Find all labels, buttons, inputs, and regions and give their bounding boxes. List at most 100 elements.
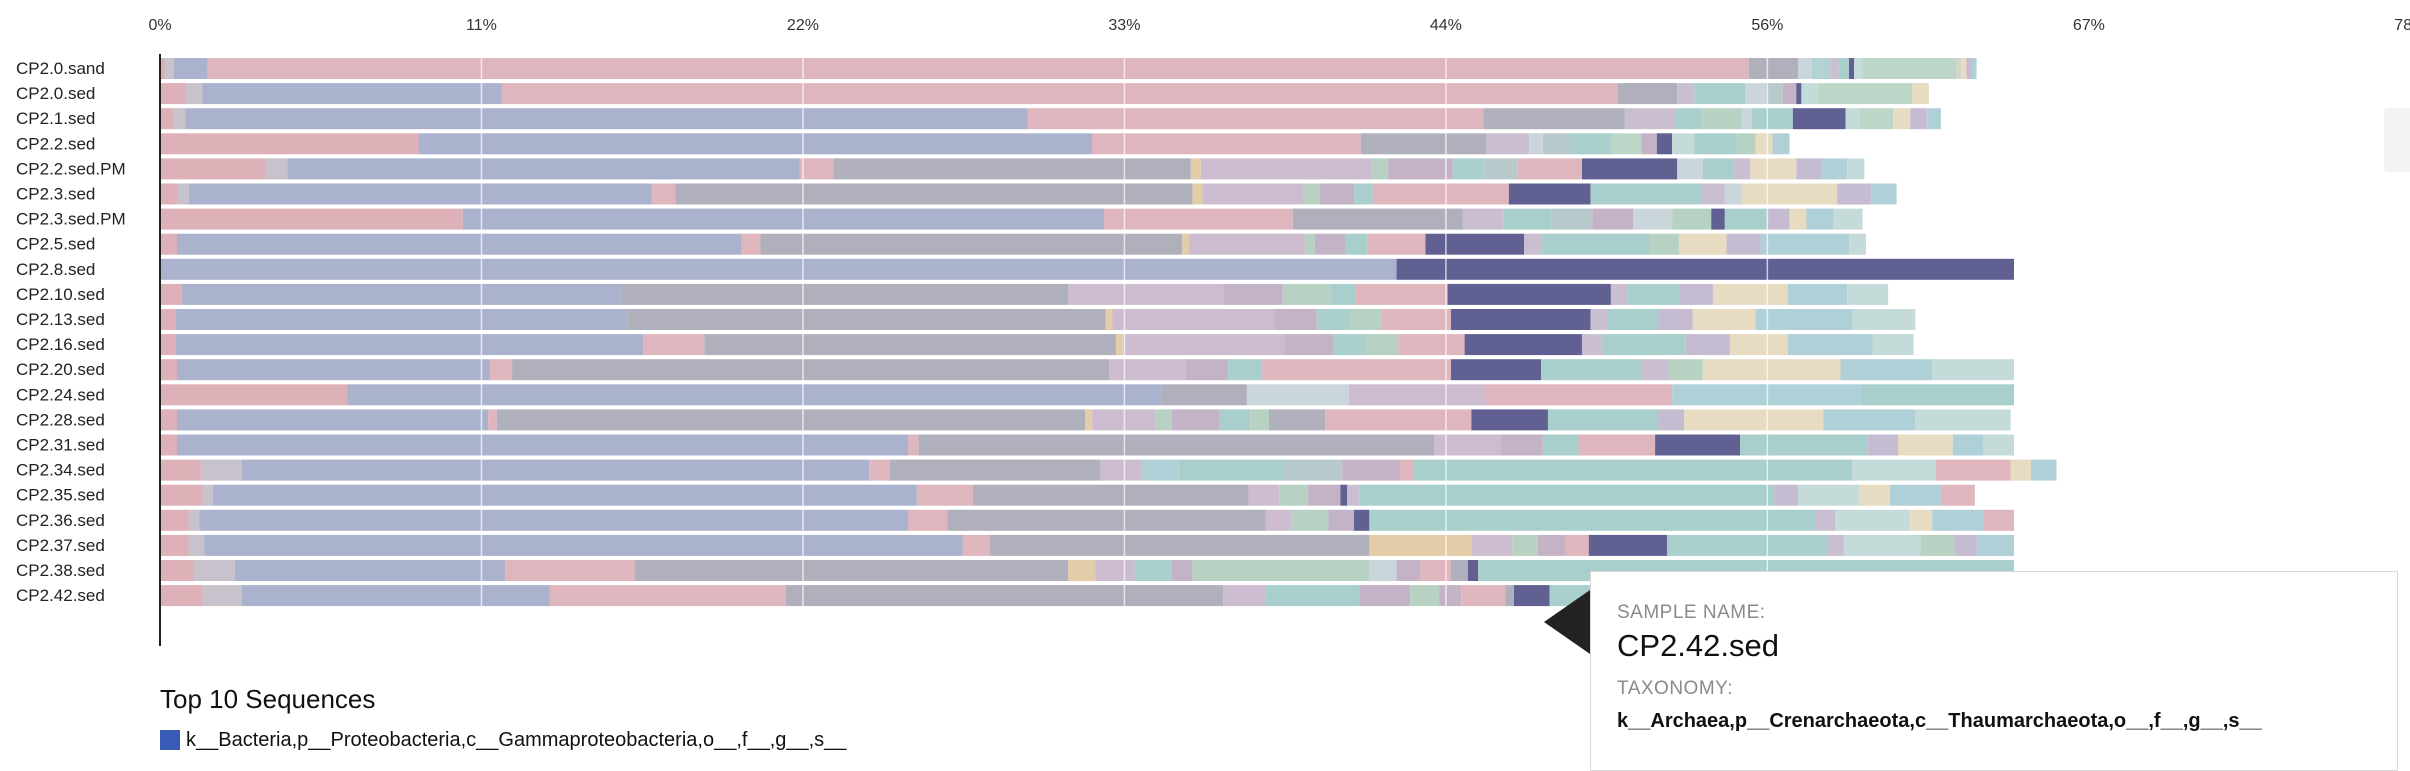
bar-segment[interactable]: [234, 560, 506, 581]
bar-segment[interactable]: [549, 585, 786, 607]
bar-segment[interactable]: [1223, 283, 1283, 305]
bar-segment[interactable]: [1811, 58, 1831, 79]
bar-segment[interactable]: [1655, 434, 1741, 456]
bar-segment[interactable]: [918, 434, 1434, 456]
bar-segment[interactable]: [1248, 484, 1280, 506]
bar-segment[interactable]: [1860, 384, 2014, 406]
bar-segment[interactable]: [1667, 534, 1827, 556]
bar-segment[interactable]: [1701, 183, 1725, 205]
bar-segment[interactable]: [908, 434, 919, 456]
bar-segment[interactable]: [1940, 484, 1975, 506]
bar-segment[interactable]: [1439, 585, 1462, 607]
bar-segment[interactable]: [1755, 309, 1853, 330]
bar-segment[interactable]: [1398, 334, 1465, 356]
bar-segment[interactable]: [1871, 183, 1897, 205]
bar-segment[interactable]: [207, 58, 1749, 79]
bar-segment[interactable]: [1782, 83, 1797, 105]
bar-segment[interactable]: [1450, 560, 1469, 581]
bar-segment[interactable]: [1588, 534, 1668, 556]
legend-item[interactable]: k__Bacteria,p__Proteobacteria,c__Gammapr…: [160, 728, 846, 752]
bar-segment[interactable]: [1760, 233, 1850, 255]
bar-segment[interactable]: [185, 83, 203, 105]
bar-segment[interactable]: [1726, 233, 1761, 255]
bar-segment[interactable]: [1854, 58, 1863, 79]
bar-segment[interactable]: [1672, 133, 1695, 155]
bar-segment[interactable]: [1847, 283, 1889, 305]
bar-segment[interactable]: [1291, 509, 1329, 531]
bar-segment[interactable]: [1590, 183, 1702, 205]
bar-segment[interactable]: [1920, 534, 1955, 556]
bar-segment[interactable]: [1355, 283, 1448, 305]
bar-segment[interactable]: [620, 283, 1069, 305]
bar-segment[interactable]: [175, 309, 628, 330]
bar-segment[interactable]: [188, 509, 200, 531]
bar-segment[interactable]: [1350, 309, 1382, 330]
bar-segment[interactable]: [212, 484, 917, 506]
bar-segment[interactable]: [1262, 359, 1451, 381]
bar-segment[interactable]: [1161, 384, 1247, 406]
bar-segment[interactable]: [643, 334, 705, 356]
bar-segment[interactable]: [160, 560, 195, 581]
bar-segment[interactable]: [1852, 459, 1936, 481]
bar-segment[interactable]: [1741, 108, 1753, 130]
bar-segment[interactable]: [1447, 283, 1611, 305]
bar-segment[interactable]: [1372, 183, 1509, 205]
bar-segment[interactable]: [1677, 83, 1695, 105]
bar-segment[interactable]: [1736, 133, 1756, 155]
bar-segment[interactable]: [241, 459, 870, 481]
bar-segment[interactable]: [1849, 58, 1855, 79]
bar-segment[interactable]: [1741, 183, 1838, 205]
bar-segment[interactable]: [1650, 233, 1679, 255]
bar-segment[interactable]: [1847, 158, 1865, 180]
bar-segment[interactable]: [1814, 509, 1836, 531]
bar-segment[interactable]: [1745, 83, 1766, 105]
bar-segment[interactable]: [160, 208, 463, 230]
bar-segment[interactable]: [1284, 334, 1334, 356]
bar-segment[interactable]: [1542, 434, 1579, 456]
bar-segment[interactable]: [1610, 133, 1642, 155]
bar-segment[interactable]: [1279, 484, 1309, 506]
bar-segment[interactable]: [1517, 158, 1582, 180]
bar-segment[interactable]: [1369, 560, 1397, 581]
bar-segment[interactable]: [1274, 309, 1317, 330]
bar-segment[interactable]: [1360, 133, 1487, 155]
bar-segment[interactable]: [1859, 484, 1890, 506]
bar-segment[interactable]: [160, 283, 183, 305]
bar-segment[interactable]: [1333, 334, 1366, 356]
bar-segment[interactable]: [1185, 359, 1229, 381]
bar-segment[interactable]: [1772, 133, 1790, 155]
bar-segment[interactable]: [1354, 183, 1373, 205]
bar-segment[interactable]: [1935, 459, 2011, 481]
bar-segment[interactable]: [869, 459, 890, 481]
bar-segment[interactable]: [1340, 484, 1348, 506]
bar-segment[interactable]: [1282, 459, 1343, 481]
bar-segment[interactable]: [1348, 384, 1486, 406]
bar-segment[interactable]: [1508, 183, 1591, 205]
bar-segment[interactable]: [1859, 108, 1894, 130]
bar-segment[interactable]: [651, 183, 676, 205]
bar-segment[interactable]: [1656, 133, 1673, 155]
bar-segment[interactable]: [1624, 108, 1676, 130]
bar-segment[interactable]: [1966, 58, 1972, 79]
bar-segment[interactable]: [202, 83, 502, 105]
bar-segment[interactable]: [160, 258, 1397, 280]
bar-segment[interactable]: [1797, 58, 1812, 79]
bar-segment[interactable]: [785, 585, 1224, 607]
bar-segment[interactable]: [1672, 384, 1861, 406]
bar-segment[interactable]: [177, 233, 742, 255]
bar-segment[interactable]: [1328, 509, 1355, 531]
bar-segment[interactable]: [1189, 233, 1305, 255]
bar-segment[interactable]: [1192, 560, 1370, 581]
bar-segment[interactable]: [188, 534, 205, 556]
bar-segment[interactable]: [1410, 585, 1440, 607]
bar-segment[interactable]: [1342, 459, 1400, 481]
scroll-tab[interactable]: [2384, 108, 2410, 172]
bar-segment[interactable]: [1085, 409, 1093, 431]
bar-segment[interactable]: [1702, 359, 1841, 381]
bar-segment[interactable]: [177, 434, 909, 456]
bar-segment[interactable]: [741, 233, 761, 255]
bar-segment[interactable]: [634, 560, 1069, 581]
bar-segment[interactable]: [1755, 133, 1773, 155]
bar-segment[interactable]: [1961, 58, 1967, 79]
bar-segment[interactable]: [1843, 534, 1921, 556]
